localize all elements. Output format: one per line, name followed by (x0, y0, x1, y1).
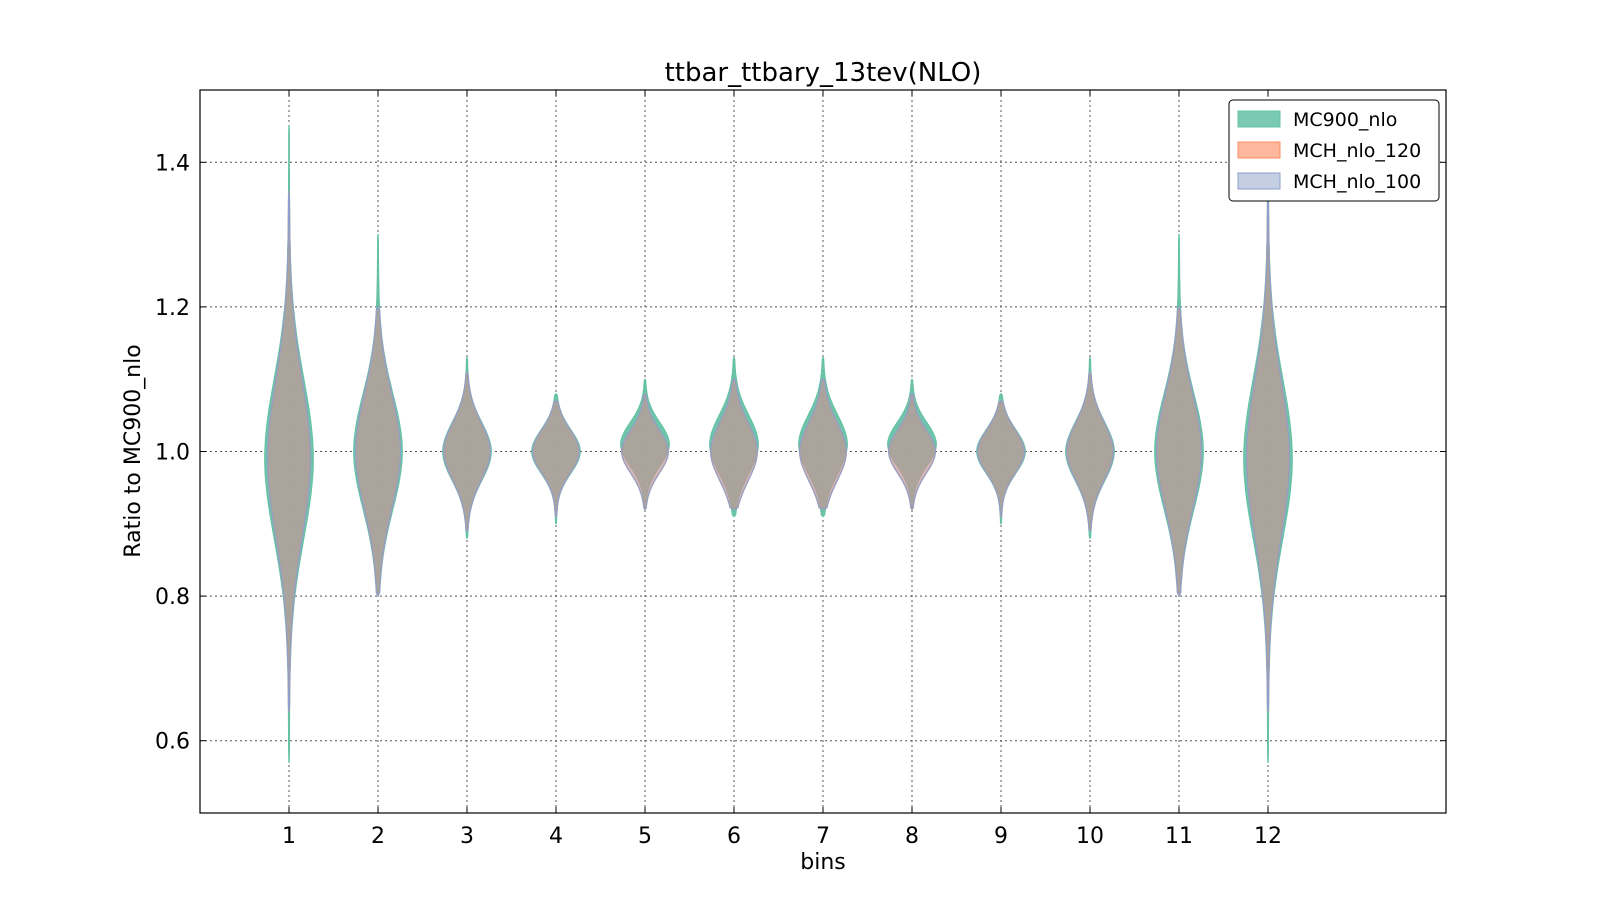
x-tick-label: 9 (994, 824, 1008, 849)
legend-swatch (1237, 172, 1281, 190)
y-axis-title: Ratio to MC900_nlo (121, 344, 146, 557)
x-tick-label: 11 (1165, 824, 1193, 849)
violin-MCH_nlo_100-bin-3 (442, 371, 492, 532)
x-axis-title: bins (800, 850, 845, 875)
x-tick-label: 7 (816, 824, 830, 849)
violin-MCH_nlo_100-bin-5 (620, 393, 670, 510)
y-tick-label: 0.8 (155, 585, 190, 610)
y-tick-label: 1.4 (155, 151, 190, 176)
violin-MCH_nlo_100-bin-10 (1065, 371, 1115, 532)
violin-MCH_nlo_100-bin-12 (1245, 190, 1291, 713)
violin-MCH_nlo_100-bin-2 (355, 306, 401, 597)
violin-MCH_nlo_100-bin-4 (531, 400, 581, 518)
violin-MCH_nlo_100-bin-9 (976, 400, 1026, 518)
violin-MCH_nlo_100-bin-6 (710, 378, 758, 510)
violins (264, 125, 1293, 763)
x-tick-label: 1 (282, 824, 296, 849)
legend-label: MC900_nlo (1293, 109, 1397, 131)
y-tick-label: 1.0 (155, 441, 190, 466)
x-tick-label: 4 (549, 824, 563, 849)
x-tick-label: 8 (905, 824, 919, 849)
y-tick-label: 0.6 (155, 730, 190, 755)
x-tick-label: 6 (727, 824, 741, 849)
violin-MCH_nlo_100-bin-11 (1156, 306, 1202, 597)
y-tick-label: 1.2 (155, 296, 190, 321)
violin-MCH_nlo_100-bin-1 (266, 190, 312, 713)
legend-label: MCH_nlo_100 (1293, 171, 1421, 193)
legend: MC900_nlo MCH_nlo_120 MCH_nlo_100 (1228, 99, 1440, 202)
violin-MCH_nlo_100-bin-7 (799, 378, 847, 510)
legend-swatch (1237, 141, 1281, 159)
legend-label: MCH_nlo_120 (1293, 140, 1421, 162)
chart-title: ttbar_ttbary_13tev(NLO) (665, 58, 982, 88)
x-tick-label: 5 (638, 824, 652, 849)
x-tick-label: 2 (371, 824, 385, 849)
x-tick-label: 10 (1076, 824, 1104, 849)
legend-swatch (1237, 110, 1281, 128)
violin-MCH_nlo_100-bin-8 (887, 393, 937, 510)
axis-ticks: 1 2 3 4 5 6 7 8 9 10 11 120.60.81.01.21.4 (155, 90, 1446, 849)
x-tick-label: 12 (1254, 824, 1282, 849)
legend-box (1228, 99, 1440, 202)
x-tick-label: 3 (460, 824, 474, 849)
